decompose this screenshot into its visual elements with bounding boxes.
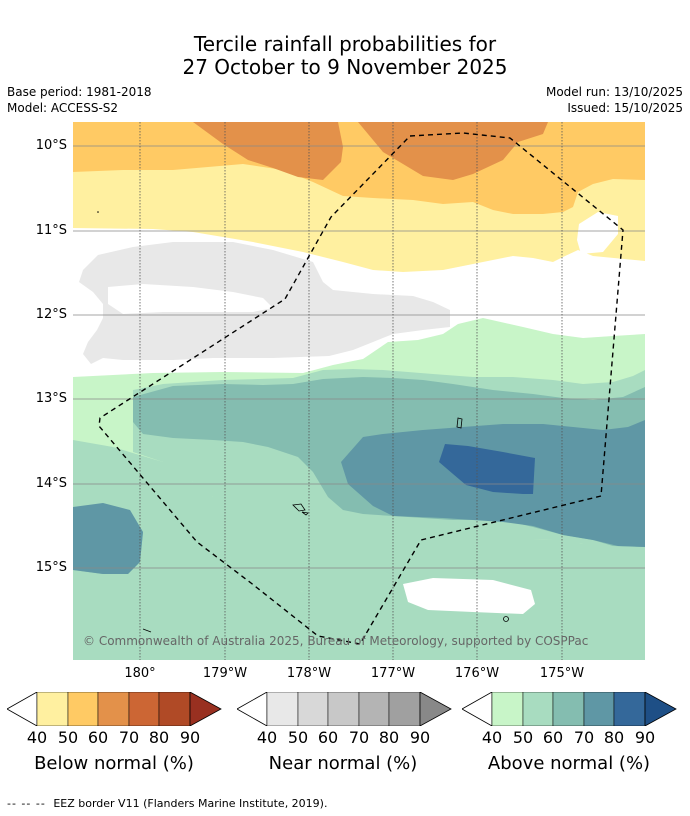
above-normal-swatch-70 — [583, 692, 615, 726]
below-normal-label: Below normal (%) — [34, 753, 194, 774]
near-normal-tick: 90 — [409, 728, 431, 747]
island-south — [503, 616, 509, 622]
below-normal-lower-cap — [7, 692, 38, 726]
below-normal-swatch-50 — [67, 692, 99, 726]
below-normal-upper-cap — [189, 692, 222, 726]
lon-label-177w: 177°W — [370, 666, 416, 681]
lat-label-12s: 12°S — [35, 307, 67, 322]
above-normal-tick: 90 — [634, 728, 656, 747]
below-normal-colorbar — [7, 692, 222, 726]
above-normal-lower-cap — [462, 692, 493, 726]
island-east — [456, 417, 463, 429]
chart-title-line2: 27 October to 9 November 2025 — [182, 55, 508, 79]
below-normal-tick: 60 — [87, 728, 109, 747]
model-run: Model run: 13/10/2025 — [545, 85, 683, 99]
lon-label-178w: 178°W — [286, 666, 332, 681]
below-normal-60-zone-west — [193, 122, 343, 180]
lat-label-11s: 11°S — [35, 223, 67, 238]
eez-border — [98, 132, 624, 645]
below-normal-swatch-40 — [36, 692, 69, 726]
above-normal-tick: 40 — [481, 728, 503, 747]
chart-title-line1: Tercile rainfall probabilities for — [193, 32, 497, 56]
below-normal-tick: 80 — [148, 728, 170, 747]
above-normal-tick: 50 — [512, 728, 534, 747]
near-normal-colorbar — [237, 692, 452, 726]
near-normal-tick: 80 — [378, 728, 400, 747]
rainfall-probability-map[interactable]: © Commonwealth of Australia 2025, Bureau… — [73, 122, 645, 660]
lon-label-180: 180° — [124, 666, 156, 681]
near-normal-swatch-60 — [327, 692, 360, 726]
near-normal-swatch-70 — [358, 692, 390, 726]
below-normal-tick: 70 — [118, 728, 140, 747]
above-normal-tick: 60 — [542, 728, 564, 747]
issued-date: Issued: 15/10/2025 — [567, 101, 683, 115]
near-normal-swatch-40 — [266, 692, 299, 726]
lat-label-13s: 13°S — [35, 391, 67, 406]
above-normal-label: Above normal (%) — [487, 753, 651, 774]
above-normal-swatch-40 — [491, 692, 524, 726]
base-period: Base period: 1981-2018 — [7, 85, 152, 99]
lat-label-14s: 14°S — [35, 476, 67, 491]
above-normal-colorbar — [462, 692, 677, 726]
eez-dash-symbol: -- -- -- — [7, 797, 46, 810]
lon-label-175w: 175°W — [539, 666, 585, 681]
lat-label-15s: 15°S — [35, 560, 67, 575]
map-gridlines — [73, 145, 645, 569]
above-normal-swatch-80 — [613, 692, 646, 726]
near-normal-label: Near normal (%) — [268, 753, 418, 774]
below-normal-tick: 40 — [26, 728, 48, 747]
near-normal-tick: 40 — [256, 728, 278, 747]
near-normal-tick: 60 — [317, 728, 339, 747]
above-normal-swatch-50 — [522, 692, 554, 726]
near-normal-tick: 70 — [348, 728, 370, 747]
near-normal-gap-left — [108, 284, 273, 314]
below-normal-tick: 90 — [179, 728, 201, 747]
near-normal-swatch-50 — [297, 692, 329, 726]
neutral-gap-east-1 — [577, 212, 618, 254]
above-normal-tick: 70 — [573, 728, 595, 747]
lon-label-179w: 179°W — [202, 666, 248, 681]
model-name: Model: ACCESS-S2 — [7, 101, 119, 115]
lat-label-10s: 10°S — [35, 138, 67, 153]
below-normal-swatch-80 — [158, 692, 191, 726]
island-sw — [142, 628, 152, 633]
below-normal-swatch-60 — [97, 692, 130, 726]
near-normal-upper-cap — [419, 692, 452, 726]
near-normal-tick: 50 — [287, 728, 309, 747]
eez-footnote-text: EEZ border V11 (Flanders Marine Institut… — [53, 797, 328, 810]
neutral-gap-east-2 — [403, 578, 535, 614]
near-normal-lower-cap — [237, 692, 268, 726]
above-normal-tick: 80 — [603, 728, 625, 747]
above-normal-80-zone — [439, 444, 535, 494]
island-nw — [97, 211, 99, 213]
below-normal-swatch-70 — [128, 692, 160, 726]
lon-label-176w: 176°W — [454, 666, 500, 681]
island-central — [292, 503, 309, 516]
above-normal-upper-cap — [644, 692, 677, 726]
near-normal-swatch-80 — [388, 692, 421, 726]
copyright-notice: © Commonwealth of Australia 2025, Bureau… — [83, 634, 588, 648]
map-meridians — [139, 122, 563, 660]
below-normal-tick: 50 — [57, 728, 79, 747]
above-normal-swatch-60 — [552, 692, 585, 726]
eez-footnote: -- -- -- EEZ border V11 (Flanders Marine… — [7, 797, 327, 810]
